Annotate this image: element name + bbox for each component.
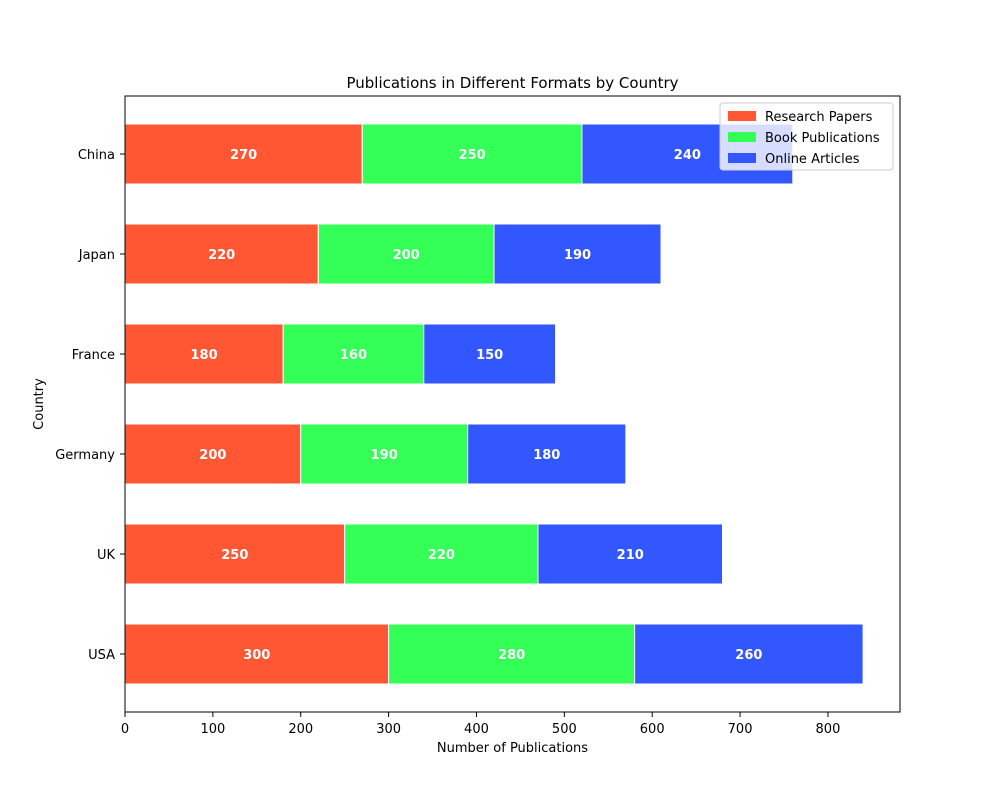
y-axis: USA UK Germany France Japan China bbox=[55, 148, 125, 663]
legend-label: Book Publications bbox=[765, 131, 880, 146]
bar-value-label: 250 bbox=[459, 148, 486, 163]
bar-germany-series-1 bbox=[300, 423, 469, 485]
x-axis: 0 100 200 300 400 500 600 700 800 bbox=[121, 712, 841, 737]
bar-germany-series-0 bbox=[124, 423, 302, 485]
y-tick-label: USA bbox=[88, 648, 115, 663]
x-tick-label: 200 bbox=[288, 722, 313, 737]
y-tick-label: China bbox=[78, 148, 115, 163]
bar-value-label: 220 bbox=[208, 248, 235, 263]
x-axis-label: Number of Publications bbox=[437, 741, 588, 756]
bar-value-label: 200 bbox=[199, 448, 226, 463]
chart-title: Publications in Different Formats by Cou… bbox=[346, 74, 678, 92]
legend: Research Papers Book Publications Online A… bbox=[719, 102, 894, 171]
x-tick-label: 100 bbox=[200, 722, 225, 737]
legend-swatch bbox=[728, 111, 756, 121]
bar-japan-series-0 bbox=[124, 223, 319, 285]
x-tick-label: 800 bbox=[816, 722, 841, 737]
bar-value-label: 240 bbox=[674, 148, 701, 163]
y-axis-label: Country bbox=[32, 378, 47, 430]
bar-china-series-1 bbox=[361, 123, 583, 185]
bar-value-label: 190 bbox=[564, 248, 591, 263]
bar-value-label: 300 bbox=[243, 648, 270, 663]
bar-uk-series-2 bbox=[537, 523, 724, 585]
bar-france-series-0 bbox=[124, 323, 284, 385]
y-tick-label: UK bbox=[97, 548, 116, 563]
bar-value-label: 150 bbox=[476, 348, 503, 363]
bar-value-label: 190 bbox=[371, 448, 398, 463]
bar-value-label: 250 bbox=[221, 548, 248, 563]
legend-swatch bbox=[728, 132, 756, 142]
bar-usa-series-2 bbox=[634, 623, 864, 685]
bar-value-label: 180 bbox=[191, 348, 218, 363]
bar-usa-series-1 bbox=[388, 623, 636, 685]
bar-value-label: 270 bbox=[230, 148, 257, 163]
bar-value-label: 280 bbox=[498, 648, 525, 663]
bar-france-series-2 bbox=[423, 323, 557, 385]
bar-value-label: 260 bbox=[735, 648, 762, 663]
bar-usa-series-0 bbox=[124, 623, 390, 685]
bars-group: 300 280 260 250 220 210 200 190 180 180 160 150 220 2… bbox=[124, 123, 864, 685]
x-tick-label: 500 bbox=[552, 722, 577, 737]
bar-japan-series-2 bbox=[493, 223, 662, 285]
legend-swatch bbox=[728, 153, 756, 163]
legend-label: Research Papers bbox=[765, 110, 873, 125]
y-tick-label: Germany bbox=[55, 448, 115, 463]
bar-value-label: 220 bbox=[428, 548, 455, 563]
bar-value-label: 200 bbox=[393, 248, 420, 263]
bar-uk-series-0 bbox=[124, 523, 346, 585]
y-tick-label: Japan bbox=[78, 248, 115, 263]
x-tick-label: 600 bbox=[640, 722, 665, 737]
bar-value-label: 210 bbox=[617, 548, 644, 563]
plot-frame bbox=[124, 95, 901, 713]
bar-value-label: 160 bbox=[340, 348, 367, 363]
x-tick-label: 700 bbox=[728, 722, 753, 737]
bar-value-label: 180 bbox=[533, 448, 560, 463]
bar-japan-series-1 bbox=[317, 223, 495, 285]
legend-box bbox=[719, 102, 894, 171]
x-tick-label: 300 bbox=[376, 722, 401, 737]
bar-germany-series-2 bbox=[467, 423, 627, 485]
x-tick-label: 400 bbox=[464, 722, 489, 737]
bar-uk-series-1 bbox=[344, 523, 539, 585]
x-tick-label: 0 bbox=[121, 722, 129, 737]
legend-label: Online Articles bbox=[765, 152, 860, 167]
y-tick-label: France bbox=[72, 348, 115, 363]
